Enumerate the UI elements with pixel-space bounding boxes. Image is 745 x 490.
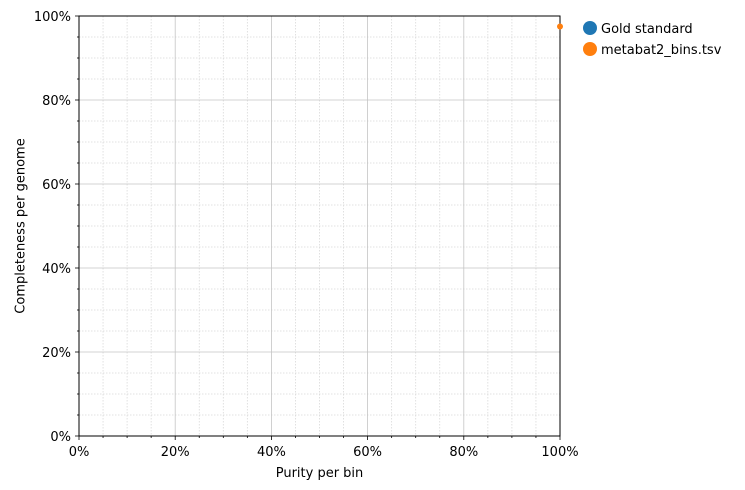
x-tick-label: 60% bbox=[353, 445, 382, 460]
legend-marker bbox=[583, 21, 597, 35]
legend-marker bbox=[583, 42, 597, 56]
y-tick-label: 0% bbox=[50, 430, 71, 445]
legend-label: Gold standard bbox=[601, 22, 693, 37]
legend-label: metabat2_bins.tsv bbox=[601, 43, 722, 58]
x-tick-label: 80% bbox=[449, 445, 478, 460]
y-tick-label: 100% bbox=[34, 10, 71, 25]
data-points bbox=[557, 23, 563, 30]
x-tick-label: 100% bbox=[541, 445, 578, 460]
data-point bbox=[557, 23, 563, 30]
x-axis-label: Purity per bin bbox=[276, 466, 364, 481]
x-tick-label: 20% bbox=[161, 445, 190, 460]
minor-grid bbox=[79, 16, 560, 436]
y-tick-label: 20% bbox=[42, 346, 71, 361]
y-axis-ticks: 0% 20% 40% 60% 80% 100% bbox=[34, 10, 79, 445]
y-tick-label: 80% bbox=[42, 94, 71, 109]
y-tick-label: 60% bbox=[42, 178, 71, 193]
x-tick-label: 40% bbox=[257, 445, 286, 460]
major-grid bbox=[79, 16, 560, 436]
y-axis-label: Completeness per genome bbox=[14, 138, 29, 313]
x-tick-label: 0% bbox=[69, 445, 90, 460]
y-tick-label: 40% bbox=[42, 262, 71, 277]
x-axis-ticks: 0% 20% 40% 60% 80% 100% bbox=[69, 436, 579, 460]
legend: Gold standard metabat2_bins.tsv bbox=[583, 21, 722, 58]
